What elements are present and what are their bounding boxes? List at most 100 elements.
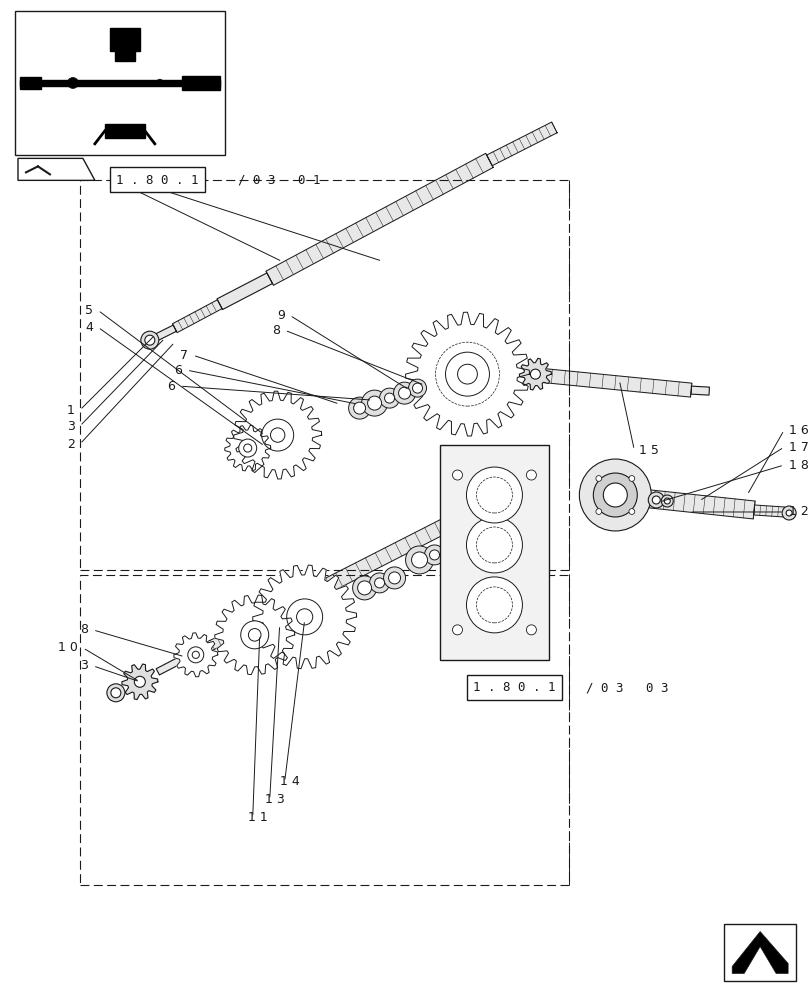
Text: 1 3: 1 3 [264, 793, 284, 806]
Polygon shape [234, 391, 321, 479]
Circle shape [388, 572, 400, 584]
Polygon shape [172, 300, 222, 333]
Polygon shape [105, 124, 144, 138]
Polygon shape [753, 505, 783, 517]
Circle shape [526, 625, 536, 635]
Circle shape [111, 688, 121, 698]
Circle shape [156, 79, 163, 87]
Circle shape [348, 397, 370, 419]
Circle shape [192, 651, 200, 658]
Circle shape [595, 476, 601, 481]
Polygon shape [690, 386, 709, 395]
Circle shape [593, 473, 637, 517]
Polygon shape [138, 61, 182, 105]
Circle shape [361, 390, 387, 416]
Circle shape [248, 629, 260, 641]
Circle shape [663, 498, 669, 504]
Polygon shape [217, 273, 272, 310]
Text: 5: 5 [85, 304, 92, 317]
Circle shape [408, 379, 426, 397]
Polygon shape [20, 80, 220, 86]
Circle shape [603, 483, 627, 507]
Text: 1 . 8 0 . 1: 1 . 8 0 . 1 [115, 174, 198, 187]
Text: 6: 6 [167, 380, 174, 393]
Text: 9: 9 [277, 309, 285, 322]
Bar [79, 575, 569, 885]
Text: 1 6: 1 6 [788, 424, 808, 437]
Text: 1: 1 [67, 404, 75, 417]
Circle shape [357, 581, 371, 595]
Polygon shape [538, 368, 691, 397]
Circle shape [466, 577, 521, 633]
Polygon shape [109, 28, 139, 51]
Text: 3: 3 [67, 420, 75, 433]
Polygon shape [265, 153, 492, 285]
Circle shape [187, 647, 204, 663]
Circle shape [384, 393, 394, 403]
Bar [79, 180, 569, 570]
Polygon shape [182, 627, 242, 662]
Polygon shape [405, 312, 529, 436]
Bar [723, 924, 795, 981]
Circle shape [530, 369, 540, 379]
Text: 4: 4 [85, 321, 92, 334]
Circle shape [67, 78, 78, 88]
Text: 1 2: 1 2 [788, 505, 808, 518]
Polygon shape [252, 565, 356, 669]
Circle shape [429, 550, 439, 560]
Polygon shape [41, 51, 105, 115]
Bar [439, 445, 549, 660]
Text: 1 4: 1 4 [280, 775, 299, 788]
Circle shape [367, 396, 381, 410]
Circle shape [660, 495, 672, 507]
Circle shape [412, 383, 422, 393]
Polygon shape [182, 76, 220, 90]
Text: 1 . 8 0 . 1: 1 . 8 0 . 1 [473, 681, 555, 694]
Circle shape [134, 676, 145, 687]
Polygon shape [122, 664, 157, 700]
Circle shape [379, 388, 399, 408]
Bar [15, 11, 225, 155]
Text: 6: 6 [174, 364, 182, 377]
Text: 1 5: 1 5 [638, 444, 659, 457]
Circle shape [238, 439, 256, 457]
Bar [109, 167, 204, 192]
Polygon shape [174, 633, 217, 677]
Text: 8: 8 [79, 623, 88, 636]
Text: / 0 3   0 1: / 0 3 0 1 [238, 174, 320, 187]
Polygon shape [519, 358, 551, 390]
Circle shape [352, 576, 376, 600]
Circle shape [405, 546, 433, 574]
Text: 1 8: 1 8 [788, 459, 808, 472]
Polygon shape [156, 655, 187, 675]
Bar [467, 675, 562, 700]
Polygon shape [593, 484, 754, 519]
Polygon shape [153, 325, 176, 341]
Circle shape [240, 621, 268, 649]
Polygon shape [732, 932, 787, 973]
Circle shape [651, 496, 659, 504]
Circle shape [629, 509, 634, 514]
Circle shape [152, 75, 168, 91]
Polygon shape [237, 600, 292, 637]
Circle shape [785, 510, 792, 516]
Circle shape [369, 573, 389, 593]
Polygon shape [225, 425, 270, 471]
Circle shape [457, 364, 477, 384]
Text: 1 1: 1 1 [247, 811, 268, 824]
Circle shape [144, 335, 155, 345]
Circle shape [424, 545, 444, 565]
Polygon shape [214, 595, 294, 675]
Circle shape [107, 684, 125, 702]
Circle shape [411, 552, 427, 568]
Circle shape [466, 517, 521, 573]
Polygon shape [18, 158, 95, 180]
Circle shape [261, 419, 294, 451]
Text: 2: 2 [67, 438, 75, 451]
Circle shape [270, 428, 285, 442]
Circle shape [452, 470, 462, 480]
Circle shape [398, 387, 410, 399]
Text: / 0 3   0 3: / 0 3 0 3 [586, 681, 667, 694]
Polygon shape [114, 51, 135, 61]
Polygon shape [486, 122, 556, 166]
